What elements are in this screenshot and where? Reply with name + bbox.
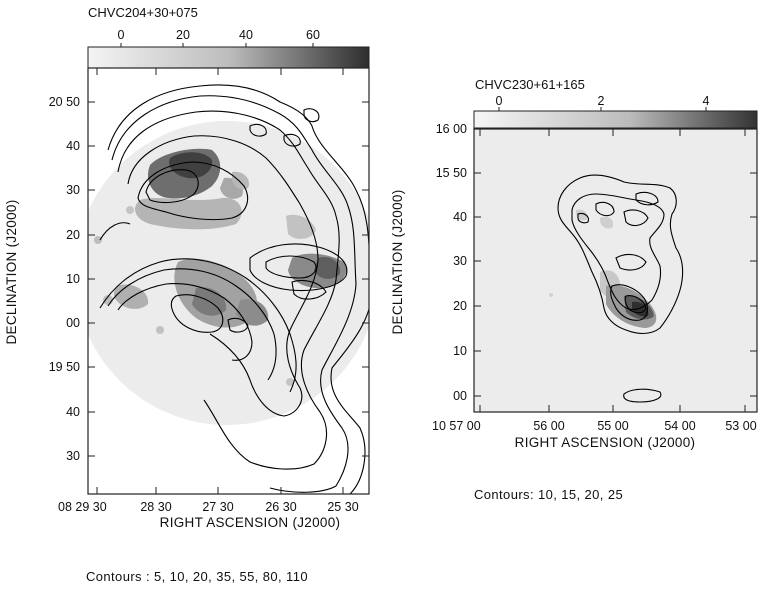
- panel-left: CHVC204+30+075 0 20 40 60: [4, 5, 370, 530]
- y-tick-label: 30: [66, 449, 80, 463]
- colorbar-left-tick-label: 60: [306, 28, 320, 42]
- contour-right-10: [557, 174, 684, 335]
- image-right: [549, 174, 684, 403]
- x-axis-label-right: RIGHT ASCENSION (J2000): [515, 435, 696, 450]
- colorbar-right-ticks: 0 2 4: [496, 94, 710, 111]
- panel-right: CHVC230+61+165 0 2 4: [390, 77, 758, 450]
- contour-5: [107, 84, 369, 494]
- plot-frame-left: [87, 67, 370, 495]
- y-tick-label: 20: [66, 228, 80, 242]
- colorbar-right-tick-label: 0: [496, 94, 503, 108]
- x-tick-label: 53 00: [725, 419, 756, 433]
- y-axis-label-right: DECLINATION (J2000): [390, 190, 405, 335]
- x-tick-label: 08 29 30: [58, 500, 107, 514]
- x-tick-labels-left: 08 29 30 28 30 27 30 26 30 25 30: [58, 500, 359, 514]
- y-tick-label: 40: [66, 405, 80, 419]
- y-tick-label: 40: [453, 210, 467, 224]
- contour-left-ne-small: [303, 108, 320, 123]
- contour-left-east-c: [291, 279, 327, 300]
- contour-35: [127, 135, 319, 417]
- contour-left-lower-outer: [99, 258, 297, 393]
- contour-right-25: [624, 295, 647, 314]
- contour-right-knot-a: [595, 201, 615, 217]
- colorbar-left-tick-label: 40: [239, 28, 253, 42]
- contour-left-east-a: [249, 243, 348, 292]
- colorbar-left-ticks: 0 20 40 60: [118, 28, 320, 47]
- y-tick-label: 40: [66, 139, 80, 153]
- y-tick-label: 20 50: [49, 95, 80, 109]
- contour-right-15: [571, 193, 665, 311]
- contour-right-knot-c: [635, 191, 659, 206]
- emission-left: [94, 148, 347, 386]
- contour-55: [137, 161, 249, 221]
- contour-right-knot-d: [615, 253, 647, 271]
- y-tick-label: 10: [66, 272, 80, 286]
- y-tick-label: 15 50: [436, 166, 467, 180]
- y-tick-marks-left: [88, 101, 369, 457]
- x-tick-labels-right: 10 57 00 56 00 55 00 54 00 53 00: [432, 419, 757, 433]
- y-tick-label: 19 50: [49, 360, 80, 374]
- contour-left-outer-sw: [99, 222, 131, 241]
- y-tick-marks-right: [474, 128, 757, 397]
- colorbar-left: [87, 46, 370, 69]
- contour-10: [111, 95, 357, 493]
- y-tick-labels-left: 20 50 40 30 20 10 00 19 50 40 30: [49, 95, 80, 463]
- contour-left-top-small: [249, 123, 267, 137]
- y-tick-label: 30: [453, 254, 467, 268]
- contour-right-south: [623, 388, 662, 403]
- contour-right-knot-b: [623, 209, 649, 227]
- contour-left-lower-core: [170, 294, 224, 333]
- colorbar-right-tick-label: 4: [703, 94, 710, 108]
- contour-left-lower-inner: [117, 283, 253, 361]
- contour-left-lower-mid: [107, 268, 277, 381]
- plot-area-right: [474, 129, 757, 412]
- y-tick-label: 16 00: [436, 122, 467, 136]
- x-tick-label: 10 57 00: [432, 419, 481, 433]
- colorbar-left-tick-label: 0: [118, 28, 125, 42]
- x-tick-label: 54 00: [664, 419, 695, 433]
- contours-caption-left: Contours : 5, 10, 20, 35, 55, 80, 110: [86, 569, 308, 584]
- image-left: [88, 84, 369, 494]
- contours-left: [99, 84, 369, 494]
- y-axis-label-left: DECLINATION (J2000): [4, 200, 19, 345]
- x-tick-label: 55 00: [597, 419, 628, 433]
- contour-left-lower-peak: [227, 317, 249, 333]
- contour-right-knot-e: [577, 212, 589, 224]
- y-tick-labels-right: 16 00 15 50 40 30 20 10 00: [436, 122, 467, 403]
- x-tick-label: 27 30: [202, 500, 233, 514]
- x-tick-label: 26 30: [265, 500, 296, 514]
- contour-right-20: [610, 284, 649, 321]
- x-tick-marks-right: [479, 129, 746, 412]
- plot-frame-right: [473, 128, 758, 413]
- contour-left-east-b: [265, 255, 317, 279]
- colorbar-left-tick-label: 20: [176, 28, 190, 42]
- x-tick-marks-left: [96, 68, 344, 494]
- x-axis-label-left: RIGHT ASCENSION (J2000): [160, 515, 341, 530]
- x-tick-label: 25 30: [327, 500, 358, 514]
- y-tick-label: 00: [66, 316, 80, 330]
- emission-right: [549, 209, 657, 328]
- contours-right: [557, 174, 684, 403]
- contour-20: [117, 110, 340, 470]
- contour-left-ne-small2: [283, 133, 301, 147]
- contour-80: [145, 169, 199, 204]
- colorbar-right-tick-label: 2: [598, 94, 605, 108]
- panel-right-title: CHVC230+61+165: [475, 77, 585, 92]
- y-tick-label: 10: [453, 344, 467, 358]
- y-tick-label: 30: [66, 183, 80, 197]
- y-tick-label: 20: [453, 299, 467, 313]
- x-tick-label: 28 30: [140, 500, 171, 514]
- y-tick-label: 00: [453, 389, 467, 403]
- panel-left-title: CHVC204+30+075: [88, 5, 198, 20]
- colorbar-right: [473, 110, 758, 129]
- x-tick-label: 56 00: [533, 419, 564, 433]
- contours-caption-right: Contours: 10, 15, 20, 25: [474, 487, 624, 502]
